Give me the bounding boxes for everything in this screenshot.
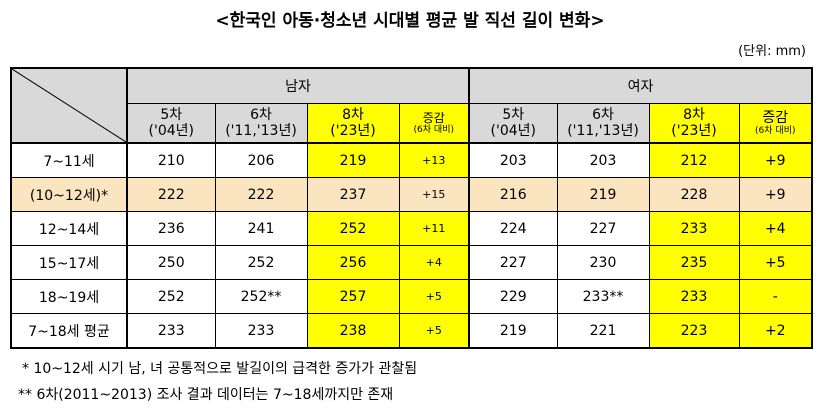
cell-female-8: 233	[648, 279, 740, 314]
cell-male-8: 238	[306, 313, 400, 349]
table-row: 12~14세 236 241 252 +11 224 227 233 +4	[10, 211, 814, 246]
cell-male-change: +5	[398, 279, 470, 314]
row-label: (10~12세)*	[10, 177, 128, 212]
col-male-6: 6차 ('11,'13년)	[214, 103, 308, 144]
table-row: (10~12세)* 222 222 237 +15 216 219 228 +9	[10, 177, 814, 212]
col-label: 증감	[762, 109, 789, 126]
cell-female-8: 223	[648, 313, 740, 349]
cell-female-6: 203	[556, 142, 650, 178]
foot-length-table: 남자 여자 5차 ('04년) 6차 ('11,'13년) 8차 ('23년) …	[10, 67, 814, 349]
cell-male-8: 257	[306, 279, 400, 314]
row-label: 7~18세 평균	[10, 313, 128, 349]
cell-male-8: 219	[306, 142, 400, 178]
cell-male-change: +13	[398, 142, 470, 178]
cell-male-6: 252**	[214, 279, 308, 314]
cell-female-8: 212	[648, 142, 740, 178]
cell-female-change: +5	[738, 245, 814, 280]
cell-male-6: 222	[214, 177, 308, 212]
col-label: 5차	[502, 107, 525, 123]
cell-female-8: 228	[648, 177, 740, 212]
cell-male-change: +5	[398, 313, 470, 349]
cell-female-change: -	[738, 279, 814, 314]
header-male: 남자	[126, 67, 470, 104]
col-sublabel: (6차 대비)	[755, 125, 796, 136]
col-male-change: 증감 (6차 대비)	[398, 103, 470, 144]
cell-female-change: +4	[738, 211, 814, 246]
col-label: 5차	[160, 107, 183, 123]
footnote-2: ** 6차(2011~2013) 조사 결과 데이터는 7~18세까지만 존재	[18, 387, 394, 403]
corner-cell	[10, 67, 128, 144]
table-row: 7~11세 210 206 219 +13 203 203 212 +9	[10, 142, 814, 178]
unit-label: (단위: mm)	[738, 44, 806, 59]
cell-female-change: +2	[738, 313, 814, 349]
cell-female-8: 235	[648, 245, 740, 280]
col-male-5: 5차 ('04년)	[126, 103, 216, 144]
cell-male-change: +11	[398, 211, 470, 246]
cell-male-change: +4	[398, 245, 470, 280]
cell-male-5: 233	[126, 313, 216, 349]
cell-male-6: 233	[214, 313, 308, 349]
col-female-6: 6차 ('11,'13년)	[556, 103, 650, 144]
row-label: 18~19세	[10, 279, 128, 314]
cell-female-change: +9	[738, 142, 814, 178]
cell-female-change: +9	[738, 177, 814, 212]
cell-male-8: 252	[306, 211, 400, 246]
col-label: 6차	[250, 107, 272, 123]
cell-female-5: 229	[468, 279, 558, 314]
col-sublabel: (6차 대비)	[413, 124, 454, 135]
col-female-change: 증감 (6차 대비)	[738, 103, 814, 144]
row-label: 15~17세	[10, 245, 128, 280]
col-label: 증감	[422, 110, 445, 125]
cell-male-5: 250	[126, 245, 216, 280]
cell-male-5: 210	[126, 142, 216, 178]
header-female: 여자	[468, 67, 814, 104]
cell-female-5: 227	[468, 245, 558, 280]
col-female-5: 5차 ('04년)	[468, 103, 558, 144]
cell-male-5: 236	[126, 211, 216, 246]
cell-female-6: 221	[556, 313, 650, 349]
row-label: 12~14세	[10, 211, 128, 246]
footnote-1: * 10~12세 시기 남, 녀 공통적으로 발길이의 급격한 증가가 관찰됨	[22, 361, 418, 377]
table-row: 18~19세 252 252** 257 +5 229 233** 233 -	[10, 279, 814, 314]
col-male-8: 8차 ('23년)	[306, 103, 400, 144]
cell-female-5: 216	[468, 177, 558, 212]
cell-male-6: 206	[214, 142, 308, 178]
table-row: 15~17세 250 252 256 +4 227 230 235 +5	[10, 245, 814, 280]
cell-male-8: 256	[306, 245, 400, 280]
cell-male-6: 252	[214, 245, 308, 280]
cell-male-6: 241	[214, 211, 308, 246]
cell-female-5: 224	[468, 211, 558, 246]
col-sublabel: ('04년)	[148, 123, 194, 139]
table-title: <한국인 아동·청소년 시대별 평균 발 직선 길이 변화>	[215, 11, 605, 31]
cell-female-6: 233**	[556, 279, 650, 314]
cell-female-6: 219	[556, 177, 650, 212]
col-label: 8차	[342, 107, 364, 123]
col-label: 6차	[592, 107, 614, 123]
cell-female-6: 227	[556, 211, 650, 246]
cell-male-5: 252	[126, 279, 216, 314]
col-sublabel: ('04년)	[490, 123, 536, 139]
cell-female-5: 219	[468, 313, 558, 349]
row-label: 7~11세	[10, 142, 128, 178]
col-sublabel: ('23년)	[330, 123, 376, 139]
col-female-8: 8차 ('23년)	[648, 103, 740, 144]
diagonal-line-icon	[12, 69, 126, 142]
cell-female-6: 230	[556, 245, 650, 280]
cell-female-5: 203	[468, 142, 558, 178]
table-row: 7~18세 평균 233 233 238 +5 219 221 223 +2	[10, 313, 814, 349]
cell-male-5: 222	[126, 177, 216, 212]
col-label: 8차	[683, 107, 705, 123]
col-sublabel: ('11,'13년)	[225, 123, 297, 139]
col-sublabel: ('23년)	[671, 123, 717, 139]
cell-male-8: 237	[306, 177, 400, 212]
cell-male-change: +15	[398, 177, 470, 212]
cell-female-8: 233	[648, 211, 740, 246]
col-sublabel: ('11,'13년)	[567, 123, 639, 139]
